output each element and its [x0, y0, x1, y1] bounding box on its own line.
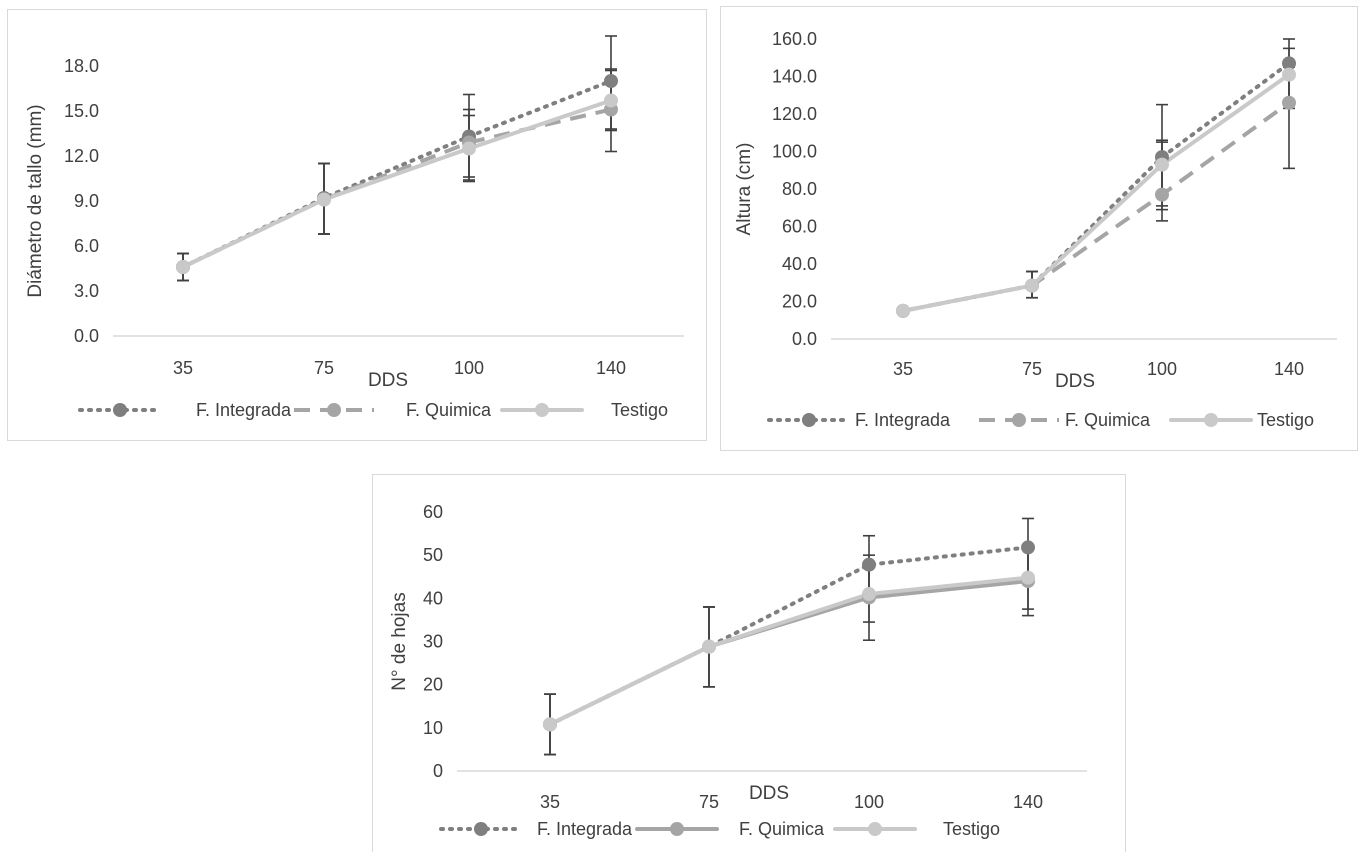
x-axis-title: DDS	[368, 370, 408, 391]
y-tick-label: 140.0	[772, 67, 817, 87]
x-tick-label: 140	[1274, 359, 1304, 379]
y-tick-label: 100.0	[772, 142, 817, 162]
x-axis-title: DDS	[1055, 371, 1095, 392]
y-axis-title: Altura (cm)	[734, 143, 755, 236]
x-tick-label: 100	[854, 792, 884, 812]
y-tick-label: 12.0	[64, 146, 99, 166]
y-axis-title: N° de hojas	[389, 592, 410, 690]
legend-label: Testigo	[943, 819, 1000, 839]
legend-marker	[868, 822, 882, 836]
x-axis-title: DDS	[749, 783, 789, 804]
data-point	[1021, 570, 1035, 585]
data-point	[1282, 56, 1296, 71]
x-tick-label: 140	[1013, 792, 1043, 812]
y-tick-label: 0	[433, 761, 443, 781]
series-line	[901, 61, 1291, 313]
legend-label: F. Quimica	[406, 400, 492, 420]
legend-marker	[670, 822, 684, 836]
stem-diameter-chart: 0.0 3.0 6.0 9.0 12.0 15.0 18.0 35 75 100 140 DDS Diá…	[7, 9, 707, 441]
x-tick-label: 35	[893, 359, 913, 379]
y-tick-label: 40.0	[782, 254, 817, 274]
data-point	[462, 141, 476, 156]
x-tick-label: 35	[173, 358, 193, 378]
legend-marker	[1204, 413, 1218, 427]
legend-label: Testigo	[611, 400, 668, 420]
legend-label: F. Integrada	[196, 400, 292, 420]
legend-marker	[802, 413, 816, 427]
x-tick-label: 100	[1147, 359, 1177, 379]
y-tick-label: 160.0	[772, 29, 817, 49]
y-tick-label: 30	[423, 632, 443, 652]
data-point	[1155, 187, 1169, 202]
legend-label: F. Quimica	[739, 819, 825, 839]
x-tick-label: 75	[314, 358, 334, 378]
data-point	[317, 192, 331, 207]
data-point	[604, 74, 618, 88]
y-tick-label: 20.0	[782, 292, 817, 312]
x-tick-label: 75	[699, 792, 719, 812]
y-tick-label: 60.0	[782, 217, 817, 237]
x-tick-label: 35	[540, 792, 560, 812]
y-tick-label: 3.0	[74, 281, 99, 301]
legend-marker	[327, 403, 341, 417]
data-point	[1025, 278, 1039, 293]
x-tick-label: 100	[454, 358, 484, 378]
data-point	[862, 557, 876, 572]
data-point	[1282, 67, 1296, 82]
y-tick-label: 20	[423, 675, 443, 695]
y-tick-label: 9.0	[74, 191, 99, 211]
legend-label: Testigo	[1257, 410, 1314, 430]
legend-label: F. Quimica	[1065, 410, 1151, 430]
y-axis-title: Diámetro de tallo (mm)	[25, 104, 46, 297]
series-line	[182, 107, 612, 269]
legend-marker	[535, 403, 549, 417]
y-tick-label: 50	[423, 545, 443, 565]
y-tick-label: 120.0	[772, 104, 817, 124]
y-tick-label: 10	[423, 718, 443, 738]
leaf-count-chart-svg: 0 10 20 30 40 50 60 35 75 100 140 DDS N° de hojas F. …	[389, 502, 1087, 839]
y-tick-label: 18.0	[64, 56, 99, 76]
y-tick-label: 60	[423, 502, 443, 522]
stem-diameter-chart-svg: 0.0 3.0 6.0 9.0 12.0 15.0 18.0 35 75 100 140 DDS Diá…	[25, 35, 684, 420]
y-tick-label: 15.0	[64, 101, 99, 121]
legend-marker	[474, 822, 488, 836]
series-line	[901, 72, 1291, 313]
series-line	[548, 575, 1030, 727]
x-tick-label: 75	[1022, 359, 1042, 379]
y-tick-label: 80.0	[782, 179, 817, 199]
legend-label: F. Integrada	[855, 410, 951, 430]
x-tick-label: 140	[596, 358, 626, 378]
legend-marker	[113, 403, 127, 417]
y-tick-label: 40	[423, 588, 443, 608]
data-point	[862, 587, 876, 602]
series-line	[548, 579, 1030, 727]
legend-label: F. Integrada	[537, 819, 633, 839]
legend-marker	[1012, 413, 1026, 427]
data-point	[604, 93, 618, 108]
series-line	[902, 101, 1291, 313]
leaf-count-chart: 0 10 20 30 40 50 60 35 75 100 140 DDS N° de hojas F. …	[372, 474, 1126, 852]
y-tick-label: 0.0	[792, 329, 817, 349]
y-tick-label: 6.0	[74, 236, 99, 256]
data-point	[1155, 157, 1169, 172]
series-line	[181, 79, 613, 269]
data-point	[176, 260, 190, 274]
data-point	[1282, 95, 1296, 110]
data-point	[1021, 540, 1035, 555]
series-line	[181, 98, 613, 269]
series-line	[548, 545, 1030, 727]
data-point	[702, 639, 716, 654]
data-point	[896, 303, 910, 318]
y-tick-label: 0.0	[74, 326, 99, 346]
height-chart: 0.0 20.0 40.0 60.0 80.0 100.0 120.0 140.0 160.0 3…	[720, 6, 1358, 451]
height-chart-svg: 0.0 20.0 40.0 60.0 80.0 100.0 120.0 140.0 160.0 3…	[734, 29, 1337, 430]
data-point	[543, 717, 557, 732]
